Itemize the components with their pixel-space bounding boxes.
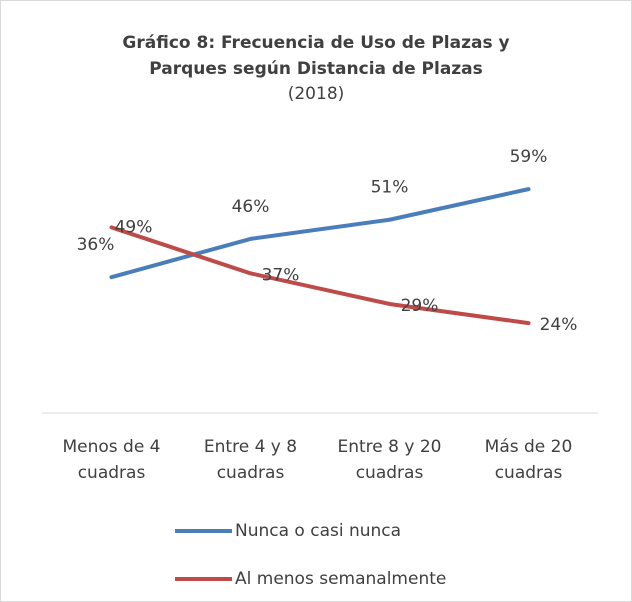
chart-subtitle: (2018) — [287, 84, 345, 104]
x-tick-label: Más de 20 cuadras — [484, 437, 573, 483]
data-label: 59% — [510, 147, 548, 167]
data-label: 29% — [401, 296, 439, 316]
x-tick-label: Entre 8 y 20 cuadras — [337, 437, 442, 483]
data-label: 37% — [262, 265, 300, 285]
legend-label: Nunca o casi nunca — [235, 521, 401, 541]
data-label: 24% — [540, 315, 578, 335]
legend-label: Al menos semanalmente — [235, 569, 446, 589]
line — [109, 225, 531, 326]
chart-title: Gráfico 8: Frecuencia de Uso de Plazas y… — [122, 33, 510, 79]
data-label: 36% — [77, 235, 115, 255]
data-label: 51% — [371, 178, 409, 198]
line — [109, 187, 531, 280]
x-tick-label: Menos de 4 cuadras — [62, 437, 161, 483]
x-tick-label: Entre 4 y 8 cuadras — [203, 437, 298, 483]
data-label: 46% — [232, 197, 270, 217]
data-label: 49% — [115, 217, 153, 237]
